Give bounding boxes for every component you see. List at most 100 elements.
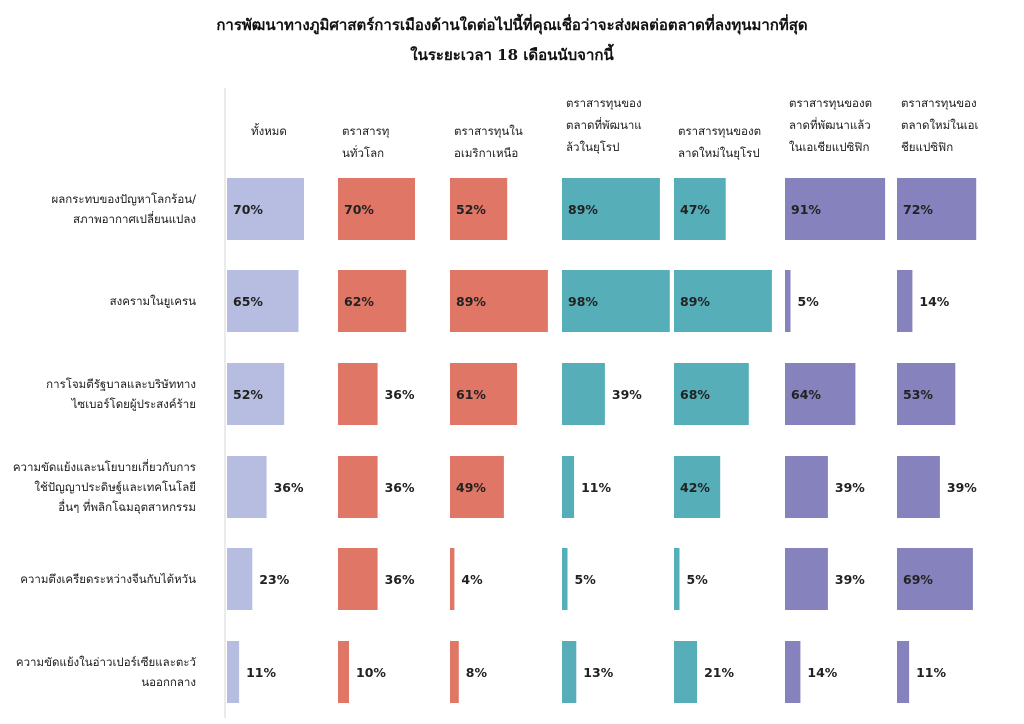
row-label: สงครามในยูเครน — [110, 294, 197, 308]
column-header: ตราสารทุนของ — [566, 96, 642, 110]
row-label: ความขัดแย้งและนโยบายเกี่ยวกับการ — [13, 459, 196, 474]
value-label: 39% — [835, 572, 865, 587]
bar — [897, 548, 973, 610]
bar — [450, 363, 518, 425]
bar — [562, 270, 670, 332]
value-label: 91% — [791, 202, 821, 217]
value-label: 8% — [466, 665, 488, 680]
value-label: 89% — [456, 294, 486, 309]
bar — [227, 641, 240, 703]
value-label: 5% — [687, 572, 709, 587]
value-label: 42% — [680, 480, 710, 495]
value-label: 23% — [259, 572, 289, 587]
value-label: 14% — [919, 294, 949, 309]
bar — [227, 456, 267, 518]
value-label: 61% — [456, 387, 486, 402]
bar — [562, 548, 568, 610]
row-label: ความตึงเครียดระหว่างจีนกับไต้หวัน — [20, 572, 196, 586]
column-header: ตราสารทุนใน — [454, 124, 523, 138]
column-header: ลาดที่พัฒนาแล้ว — [789, 117, 871, 132]
column-header: ตราสารทุนของ — [901, 96, 977, 110]
column-header: อเมริกาเหนือ — [454, 146, 518, 160]
row-label: นออกกลาง — [141, 675, 196, 689]
value-label: 98% — [568, 294, 598, 309]
bar — [897, 363, 956, 425]
value-label: 69% — [903, 572, 933, 587]
bar — [674, 548, 680, 610]
column-header: ทั้งหมด — [251, 123, 287, 138]
bar — [562, 363, 605, 425]
value-label: 39% — [947, 480, 977, 495]
value-label: 36% — [385, 387, 415, 402]
value-label: 89% — [568, 202, 598, 217]
bar — [338, 641, 349, 703]
bar — [338, 456, 378, 518]
value-label: 64% — [791, 387, 821, 402]
value-label: 72% — [903, 202, 933, 217]
row-label: ความขัดแย้งในอ่าวเปอร์เซียและตะวั — [16, 655, 196, 669]
bar — [450, 456, 504, 518]
value-label: 11% — [581, 480, 611, 495]
bar — [450, 270, 548, 332]
bar — [785, 548, 828, 610]
column-header: ลาดใหม่ในยุโรป — [678, 146, 760, 160]
value-label: 70% — [344, 202, 374, 217]
row-label: ผลกระทบของปัญหาโลกร้อน/ — [51, 192, 196, 206]
chart-subtitle: ในระยะเวลา 18 เดือนนับจากนี้ — [410, 46, 614, 64]
bar — [227, 548, 253, 610]
column-header: ชียแปซิฟิก — [901, 140, 953, 154]
bar — [338, 270, 407, 332]
value-label: 62% — [344, 294, 374, 309]
value-label: 11% — [916, 665, 946, 680]
column-header: ตลาดใหม่ในเอเ — [901, 118, 979, 132]
value-label: 14% — [807, 665, 837, 680]
bar — [897, 641, 910, 703]
row-label: สภาพอากาศเปลี่ยนแปลง — [73, 211, 196, 226]
bar — [227, 178, 304, 240]
bar — [450, 548, 455, 610]
bar — [674, 456, 721, 518]
bar — [338, 363, 378, 425]
bar — [674, 641, 698, 703]
value-label: 36% — [385, 572, 415, 587]
value-label: 36% — [274, 480, 304, 495]
bar — [562, 178, 660, 240]
bar — [227, 363, 285, 425]
column-header: นทั่วโลก — [342, 145, 384, 160]
column-header: ตราสารทุ — [342, 124, 389, 138]
value-label: 5% — [798, 294, 820, 309]
bar — [785, 270, 791, 332]
bar — [562, 456, 575, 518]
chart-title-block: การพัฒนาทางภูมิศาสตร์การเมืองด้านใดต่อไป… — [0, 10, 1024, 70]
value-label: 53% — [903, 387, 933, 402]
value-label: 4% — [461, 572, 483, 587]
bar — [785, 363, 856, 425]
value-label: 13% — [583, 665, 613, 680]
bar — [227, 270, 299, 332]
bar — [785, 456, 828, 518]
bar — [338, 178, 415, 240]
bar — [785, 178, 886, 240]
column-header: ตลาดที่พัฒนาแ — [566, 117, 642, 132]
value-label: 70% — [233, 202, 263, 217]
value-label: 52% — [456, 202, 486, 217]
chart-title: การพัฒนาทางภูมิศาสตร์การเมืองด้านใดต่อไป… — [216, 16, 808, 34]
column-header: ตราสารทุนของต — [678, 124, 761, 138]
value-label: 10% — [356, 665, 386, 680]
value-label: 49% — [456, 480, 486, 495]
bar — [785, 641, 801, 703]
value-label: 21% — [704, 665, 734, 680]
row-label: ใช้ปัญญาประดิษฐ์และเทคโนโลยี — [34, 480, 196, 494]
row-label: อื่นๆ ที่พลิกโฉมอุตสาหกรรม — [58, 499, 196, 514]
bar — [450, 178, 508, 240]
value-label: 68% — [680, 387, 710, 402]
bar — [897, 456, 940, 518]
bar — [674, 178, 726, 240]
bar — [897, 270, 913, 332]
bar — [450, 641, 459, 703]
column-header: ตราสารทุนของต — [789, 96, 872, 110]
value-label: 11% — [246, 665, 276, 680]
row-label: ไซเบอร์โดยผู้ประสงค์ร้าย — [71, 397, 196, 411]
bar — [338, 548, 378, 610]
